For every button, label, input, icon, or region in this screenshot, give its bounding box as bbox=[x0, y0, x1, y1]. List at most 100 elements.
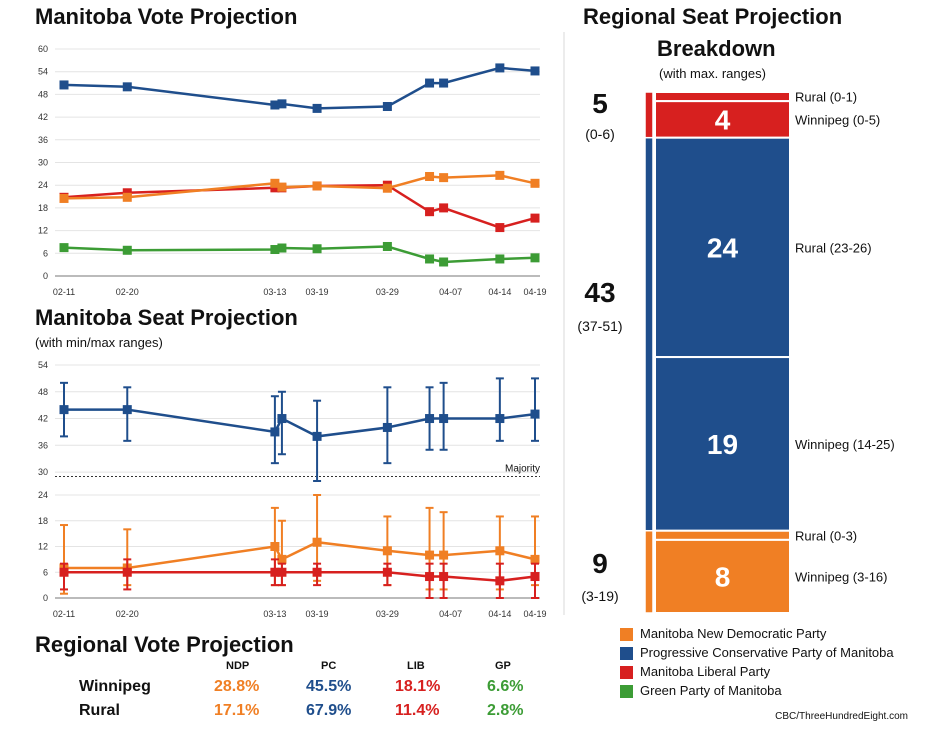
legend-swatch-gp bbox=[620, 685, 633, 698]
seat-point-lib bbox=[277, 567, 287, 577]
vote-point-pc bbox=[277, 99, 287, 109]
vote-point-ndp bbox=[277, 182, 287, 192]
seat-lower-ytick-label: 18 bbox=[38, 516, 48, 526]
vote-xtick-label: 02-20 bbox=[116, 287, 139, 297]
seat-xtick-label: 02-20 bbox=[116, 609, 139, 619]
breakdown-segment-ndp bbox=[654, 538, 791, 615]
vote-ytick-label: 0 bbox=[43, 271, 48, 281]
breakdown-segment-value: 4 bbox=[715, 104, 731, 135]
vote-point-ndp bbox=[382, 183, 392, 193]
vote-xtick-label: 02-11 bbox=[53, 287, 75, 297]
seat-point-lib bbox=[495, 576, 505, 586]
vote-ytick-label: 48 bbox=[38, 89, 48, 99]
seat-lower-ytick-label: 0 bbox=[43, 593, 48, 603]
seat-point-pc bbox=[382, 422, 392, 432]
breakdown-segment-ndp bbox=[654, 529, 791, 541]
seat-point-ndp bbox=[495, 546, 505, 556]
vote-point-pc bbox=[425, 78, 435, 88]
cell-winnipeg-ndp: 28.8% bbox=[214, 678, 260, 695]
vote-point-gp bbox=[122, 245, 132, 255]
seat-point-pc bbox=[59, 405, 69, 415]
breakdown-party-range: (37-51) bbox=[577, 318, 622, 334]
breakdown-total-strip-ndp bbox=[644, 529, 654, 614]
vote-point-ndp bbox=[439, 173, 449, 183]
col-header-pc: PC bbox=[321, 660, 337, 672]
cell-winnipeg-pc: 45.5% bbox=[306, 678, 352, 695]
legend-swatch-pc bbox=[620, 647, 633, 660]
vote-ytick-label: 12 bbox=[38, 226, 48, 236]
seat-line-ndp bbox=[64, 540, 536, 570]
seat-xtick-label: 04-19 bbox=[523, 609, 546, 619]
vote-point-pc bbox=[495, 63, 505, 73]
vote-point-gp bbox=[270, 245, 280, 255]
cell-rural-ndp: 17.1% bbox=[214, 702, 260, 719]
breakdown-segment-value: 8 bbox=[715, 561, 731, 592]
vote-point-pc bbox=[59, 80, 69, 90]
vote-point-gp bbox=[530, 253, 540, 263]
vote-point-pc bbox=[122, 82, 132, 92]
seat-point-lib bbox=[122, 567, 132, 577]
seat-upper-ytick-label: 54 bbox=[38, 360, 48, 370]
row-label-rural: Rural bbox=[79, 702, 120, 719]
breakdown-total-strip-pc bbox=[644, 136, 654, 532]
seat-point-ndp bbox=[425, 550, 435, 560]
vote-point-gp bbox=[495, 254, 505, 264]
seat-point-lib bbox=[425, 572, 435, 582]
breakdown-party-total: 5 bbox=[592, 88, 608, 119]
vote-point-ndp bbox=[495, 170, 505, 180]
vote-point-pc bbox=[270, 100, 280, 110]
seat-point-lib bbox=[530, 572, 540, 582]
seat-upper-ytick-label: 48 bbox=[38, 387, 48, 397]
regional-seat-title: Regional Seat Projection bbox=[583, 4, 843, 29]
vote-point-lib bbox=[122, 188, 132, 198]
vote-xtick-label: 04-07 bbox=[439, 287, 462, 297]
seat-upper-ytick-label: 42 bbox=[38, 414, 48, 424]
vote-point-lib bbox=[495, 223, 505, 233]
seat-xtick-label: 02-11 bbox=[53, 609, 75, 619]
vote-xtick-label: 03-29 bbox=[376, 287, 399, 297]
seat-point-pc bbox=[277, 414, 287, 424]
breakdown-segment-value: 19 bbox=[707, 429, 738, 460]
seat-upper-ytick-label: 30 bbox=[38, 467, 48, 477]
legend-label-pc: Progressive Conservative Party of Manito… bbox=[640, 645, 894, 660]
seat-point-lib bbox=[270, 567, 280, 577]
vote-line-gp bbox=[63, 245, 536, 264]
vote-chart-title: Manitoba Vote Projection bbox=[35, 4, 298, 29]
cell-rural-lib: 11.4% bbox=[395, 702, 440, 719]
vote-line-ndp bbox=[63, 174, 536, 200]
breakdown-segment-pc bbox=[654, 136, 791, 359]
breakdown-segment-label: Rural (23-26) bbox=[795, 240, 872, 255]
breakdown-segment-value: 24 bbox=[707, 232, 739, 263]
vote-point-lib bbox=[270, 183, 280, 193]
seat-upper-ytick-label: 36 bbox=[38, 440, 48, 450]
breakdown-segment-label: Winnipeg (0-5) bbox=[795, 112, 880, 127]
vote-ytick-label: 6 bbox=[43, 248, 48, 258]
seat-point-ndp bbox=[312, 537, 322, 547]
vote-point-pc bbox=[530, 66, 540, 76]
seat-xtick-label: 03-29 bbox=[376, 609, 399, 619]
vote-point-ndp bbox=[425, 171, 435, 181]
cell-winnipeg-gp: 6.6% bbox=[487, 678, 524, 695]
vote-ytick-label: 36 bbox=[38, 135, 48, 145]
vote-point-ndp bbox=[59, 193, 69, 203]
vote-point-gp bbox=[312, 244, 322, 254]
breakdown-segment-label: Winnipeg (3-16) bbox=[795, 569, 888, 584]
regional-vote-title: Regional Vote Projection bbox=[35, 632, 294, 657]
vote-point-lib bbox=[439, 203, 449, 213]
legend-label-lib: Manitoba Liberal Party bbox=[640, 664, 771, 679]
vote-ytick-label: 24 bbox=[38, 180, 48, 190]
legend-label-ndp: Manitoba New Democratic Party bbox=[640, 626, 827, 641]
seat-point-ndp bbox=[277, 554, 287, 564]
seat-point-pc bbox=[312, 431, 322, 441]
cell-rural-gp: 2.8% bbox=[487, 702, 524, 719]
col-header-gp: GP bbox=[495, 660, 511, 672]
vote-ytick-label: 60 bbox=[38, 44, 48, 54]
legend-label-gp: Green Party of Manitoba bbox=[640, 683, 782, 698]
seat-point-pc bbox=[122, 405, 132, 415]
seat-point-ndp bbox=[270, 542, 280, 551]
vote-xtick-label: 03-13 bbox=[263, 287, 286, 297]
seat-point-pc bbox=[439, 414, 449, 424]
seat-lower-ytick-label: 24 bbox=[38, 490, 48, 500]
